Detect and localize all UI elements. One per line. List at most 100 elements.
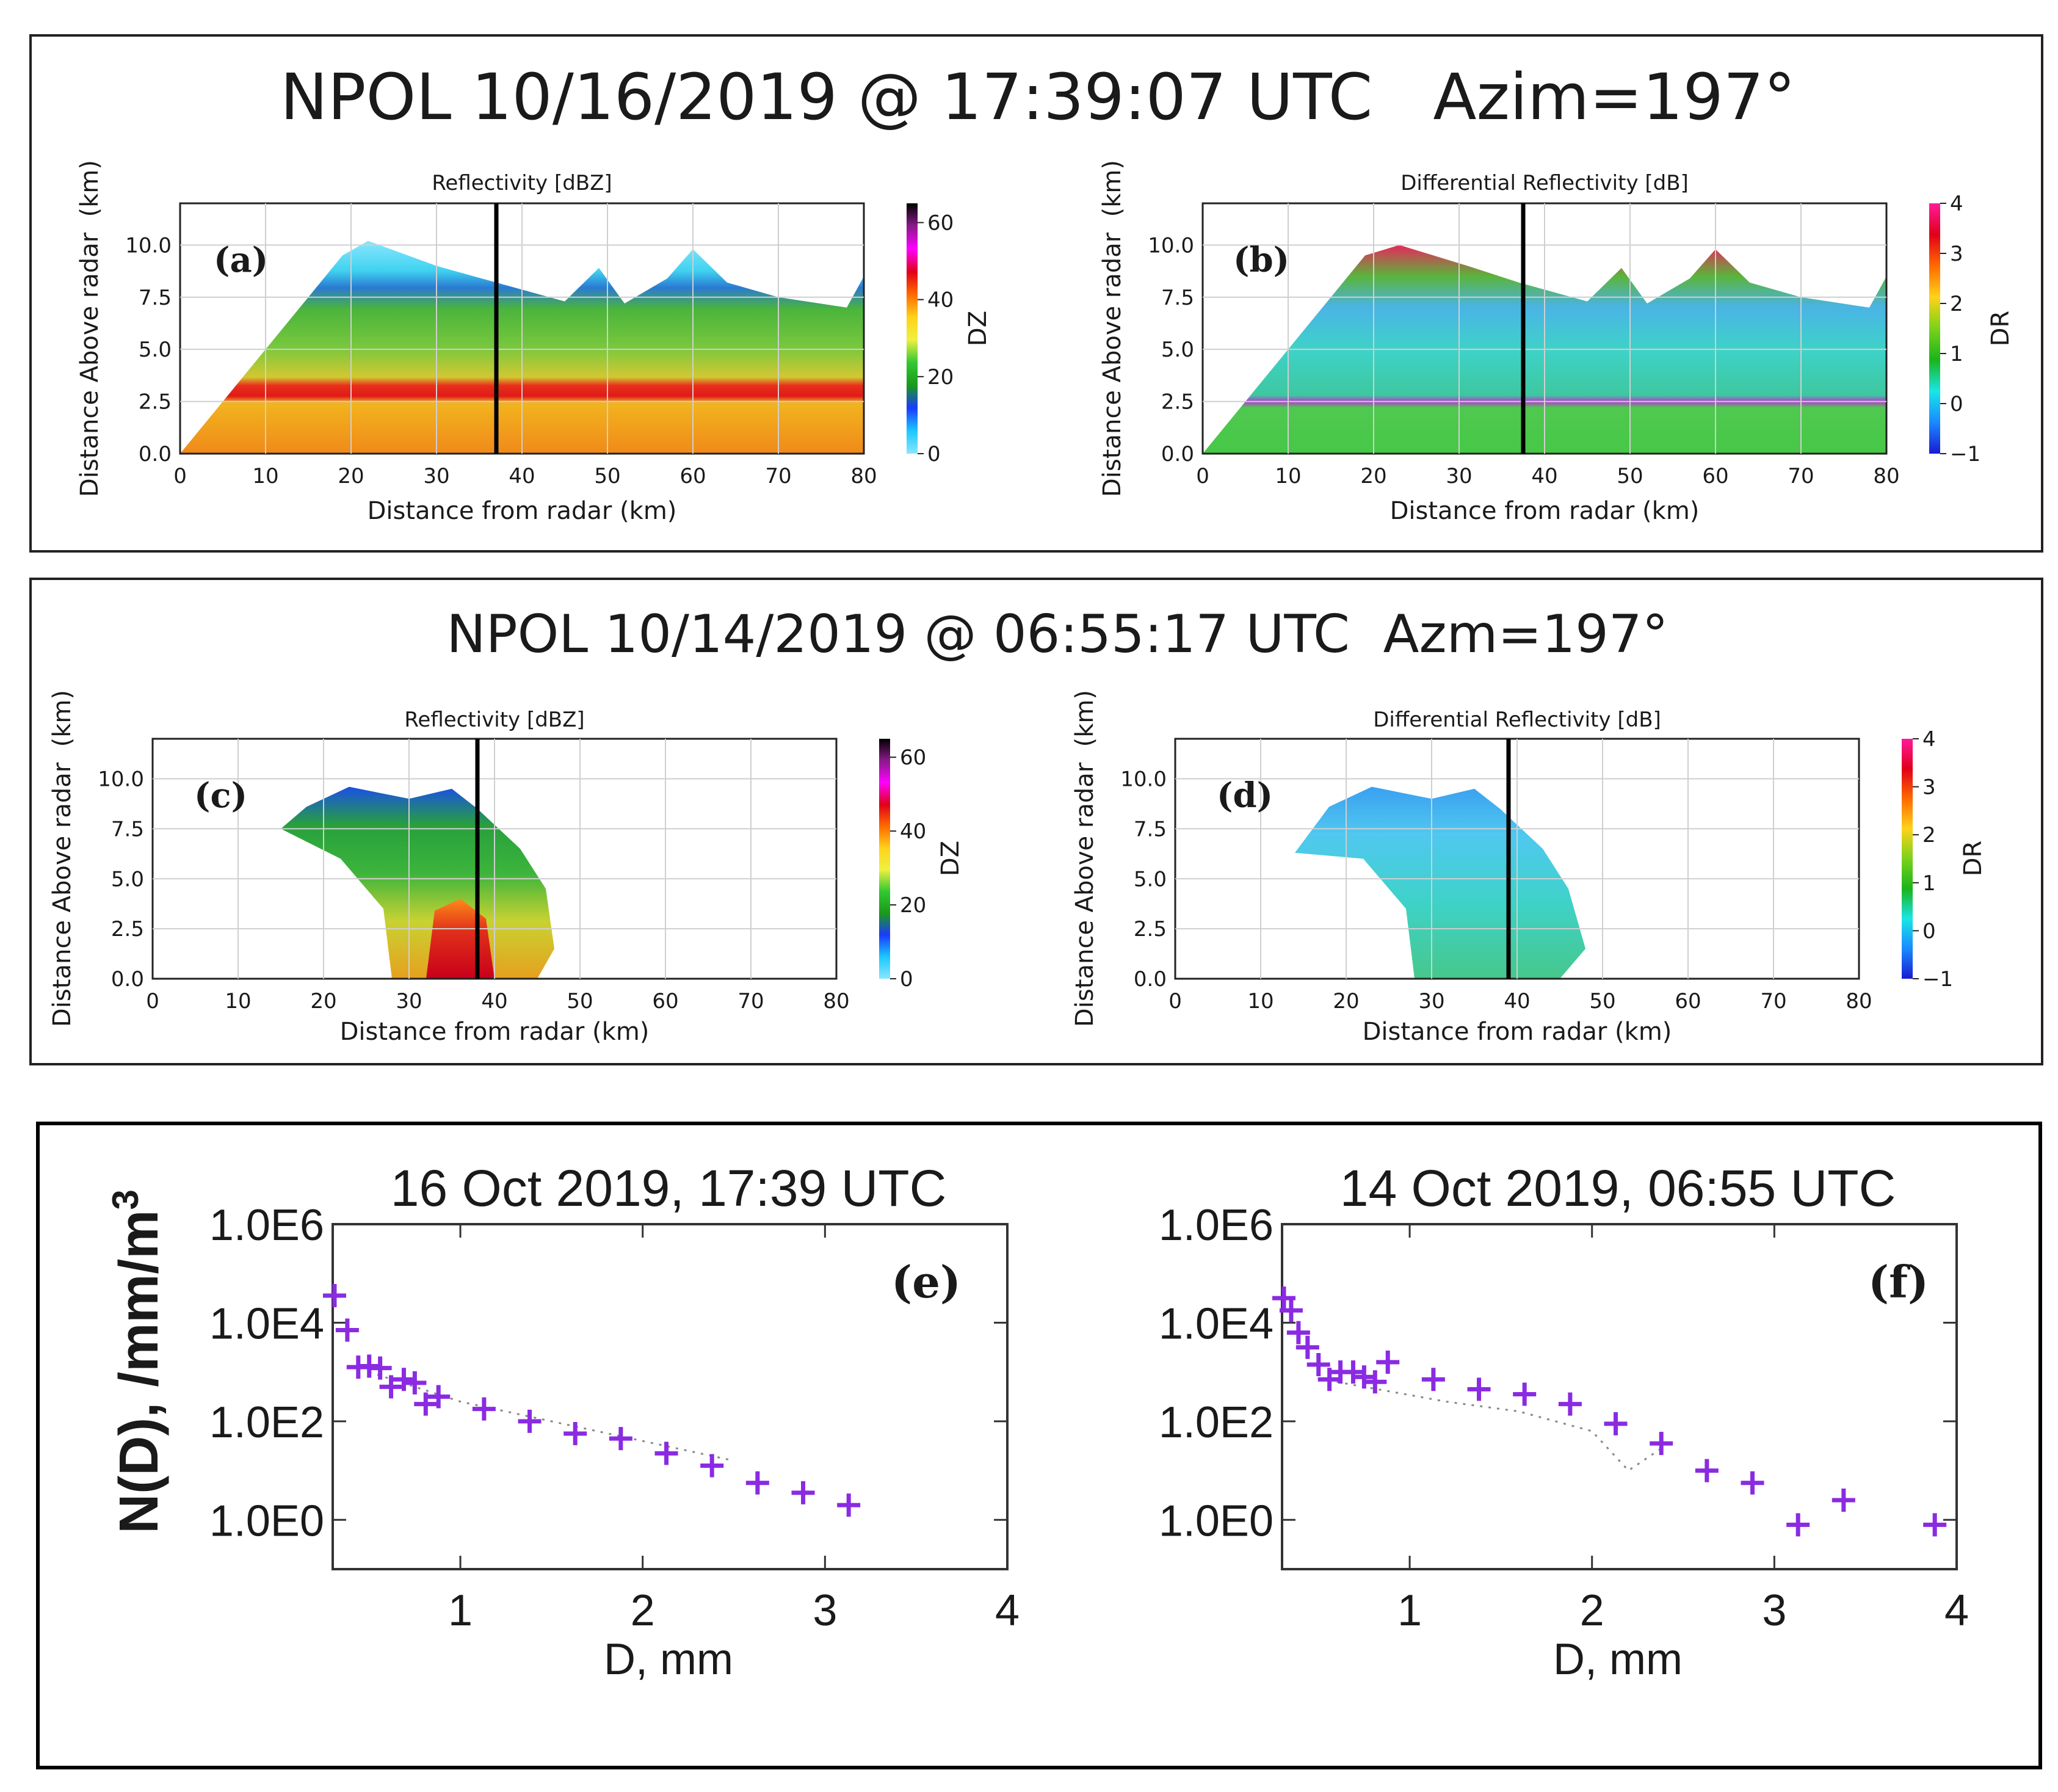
data-point bbox=[322, 1284, 346, 1308]
colorbar-tick-label: 20 bbox=[900, 893, 926, 918]
y-tick-label: 10.0 bbox=[1120, 767, 1167, 792]
data-point bbox=[368, 1356, 392, 1380]
plot-b: Differential Reflectivity [dB] 0 10 20 30 40… bbox=[1098, 160, 2015, 525]
plot-a-xticks: 0 10 20 30 40 50 60 70 80 bbox=[173, 203, 877, 488]
data-point bbox=[1352, 1365, 1376, 1389]
data-point bbox=[1376, 1351, 1400, 1374]
colorbar-dr-label: DR bbox=[1987, 311, 2015, 347]
colorbar-tick-label: 2 bbox=[1922, 823, 1936, 847]
x-tick-label: 80 bbox=[1873, 464, 1899, 488]
plot-f-xticks: 1 2 3 4 bbox=[1397, 1224, 1969, 1635]
y-tick-label: 1.0E6 bbox=[209, 1201, 324, 1250]
data-point bbox=[1923, 1513, 1947, 1537]
plot-e-frame bbox=[332, 1223, 1009, 1570]
colorbar-tick-label: 0 bbox=[1950, 392, 1963, 416]
data-point bbox=[472, 1397, 496, 1421]
x-tick-label: 10 bbox=[252, 464, 278, 488]
x-tick-label: 30 bbox=[423, 464, 449, 488]
y-tick-label: 1.0E4 bbox=[209, 1299, 324, 1348]
x-tick-label: 10 bbox=[1275, 464, 1301, 488]
plot-f-yticks: 1.0E6 1.0E4 1.0E2 1.0E0 bbox=[1159, 1201, 1957, 1545]
plot-b-ylabel: Distance Above radar (km) bbox=[1098, 160, 1126, 497]
y-tick-label: 2.5 bbox=[1134, 917, 1167, 941]
plot-c-ylabel: Distance Above radar (km) bbox=[48, 690, 76, 1027]
plot-c-panel-letter: (c) bbox=[194, 775, 247, 816]
y-tick-label: 7.5 bbox=[1161, 286, 1194, 310]
panel3-frame bbox=[36, 1122, 2042, 1769]
data-point bbox=[1272, 1286, 1295, 1310]
y-tick-label: 1.0E2 bbox=[209, 1398, 324, 1447]
data-point bbox=[1363, 1370, 1387, 1394]
data-point bbox=[609, 1427, 632, 1451]
y-tick-label: 0.0 bbox=[1134, 967, 1167, 992]
plot-a-yticks: 0.0 2.5 5.0 7.5 10.0 bbox=[125, 233, 864, 466]
x-tick-label: 70 bbox=[737, 989, 764, 1014]
data-point bbox=[1832, 1489, 1855, 1512]
x-tick-label: 80 bbox=[850, 464, 877, 488]
panel1-frame bbox=[29, 34, 2043, 553]
x-tick-label: 50 bbox=[567, 989, 593, 1014]
x-tick-label: 30 bbox=[396, 989, 422, 1014]
plot-f-points bbox=[1272, 1286, 1947, 1537]
colorbar-tick-label: 0 bbox=[900, 967, 913, 992]
colorbar-dz-label: DZ bbox=[937, 841, 965, 876]
data-point bbox=[1295, 1335, 1319, 1359]
plot-b-xlabel: Distance from radar (km) bbox=[1390, 497, 1700, 525]
x-tick-label: 1 bbox=[1397, 1586, 1422, 1635]
colorbar-dz bbox=[907, 203, 918, 454]
plot-a-subtitle: Reflectivity [dBZ] bbox=[432, 171, 612, 195]
colorbar-dr-label: DR bbox=[1959, 841, 1987, 877]
plot-e-xlabel: D, mm bbox=[604, 1635, 733, 1684]
colorbar-tick-label: 60 bbox=[927, 211, 954, 236]
x-tick-label: 1 bbox=[448, 1586, 473, 1635]
plot-f-xlabel: D, mm bbox=[1553, 1635, 1683, 1684]
plot-b-xticks: 0 10 20 30 40 50 60 70 80 bbox=[1196, 203, 1900, 488]
data-point bbox=[414, 1392, 438, 1416]
plot-c-xlabel: Distance from radar (km) bbox=[340, 1018, 650, 1046]
colorbar-tick-label: 2 bbox=[1950, 292, 1963, 316]
x-tick-label: 20 bbox=[1360, 464, 1386, 488]
data-point bbox=[392, 1368, 416, 1391]
plot-d-panel-letter: (d) bbox=[1217, 775, 1273, 816]
data-point bbox=[427, 1385, 451, 1409]
y-tick-label: 1.0E6 bbox=[1159, 1201, 1274, 1250]
x-tick-label: 0 bbox=[173, 464, 187, 488]
y-tick-label: 5.0 bbox=[111, 867, 144, 891]
x-tick-label: 30 bbox=[1446, 464, 1472, 488]
plot-a-ylabel: Distance Above radar (km) bbox=[76, 160, 104, 497]
x-tick-label: 50 bbox=[1589, 989, 1615, 1014]
data-point bbox=[1341, 1360, 1365, 1384]
x-tick-label: 3 bbox=[1762, 1586, 1786, 1635]
data-point bbox=[791, 1481, 815, 1504]
plot-d-ylabel: Distance Above radar (km) bbox=[1071, 690, 1099, 1027]
colorbar-dz-label: DZ bbox=[964, 311, 992, 346]
colorbar-tick-label: −1 bbox=[1922, 967, 1953, 992]
y-tick-label: 0.0 bbox=[1161, 442, 1194, 466]
plot-f-frame bbox=[1281, 1223, 1958, 1570]
y-tick-label: 0.0 bbox=[139, 442, 172, 466]
data-point bbox=[1513, 1382, 1537, 1406]
y-tick-label: 10.0 bbox=[98, 767, 144, 792]
x-tick-label: 0 bbox=[1168, 989, 1182, 1014]
x-tick-label: 20 bbox=[310, 989, 336, 1014]
panel3-ylabel-main: N(D), /mm/m bbox=[109, 1210, 170, 1534]
x-tick-label: 60 bbox=[652, 989, 678, 1014]
plot-c: Reflectivity [dBZ] 0 10 20 30 40 50 60 70 80 0.0… bbox=[48, 690, 965, 1046]
data-point bbox=[837, 1493, 861, 1517]
plot-e-xticks: 1 2 3 4 bbox=[448, 1224, 1020, 1635]
data-point bbox=[379, 1375, 403, 1399]
y-tick-label: 1.0E0 bbox=[209, 1496, 324, 1545]
colorbar-tick-label: 60 bbox=[900, 745, 926, 770]
x-tick-label: 50 bbox=[1617, 464, 1643, 488]
y-tick-label: 10.0 bbox=[125, 233, 172, 258]
y-tick-label: 5.0 bbox=[1161, 338, 1194, 362]
panel1-title: NPOL 10/16/2019 @ 17:39:07 UTC Azim=197° bbox=[280, 60, 1795, 134]
x-tick-label: 40 bbox=[481, 989, 507, 1014]
data-point bbox=[403, 1371, 427, 1395]
panel3-ylabel: N(D), /mm/m3 bbox=[105, 1189, 170, 1533]
data-point bbox=[700, 1454, 724, 1478]
plot-f-panel-letter: (f) bbox=[1868, 1256, 1929, 1308]
plot-b-colorbar: 4 3 2 1 0 −1 DR bbox=[1929, 192, 2015, 466]
x-tick-label: 3 bbox=[813, 1586, 837, 1635]
